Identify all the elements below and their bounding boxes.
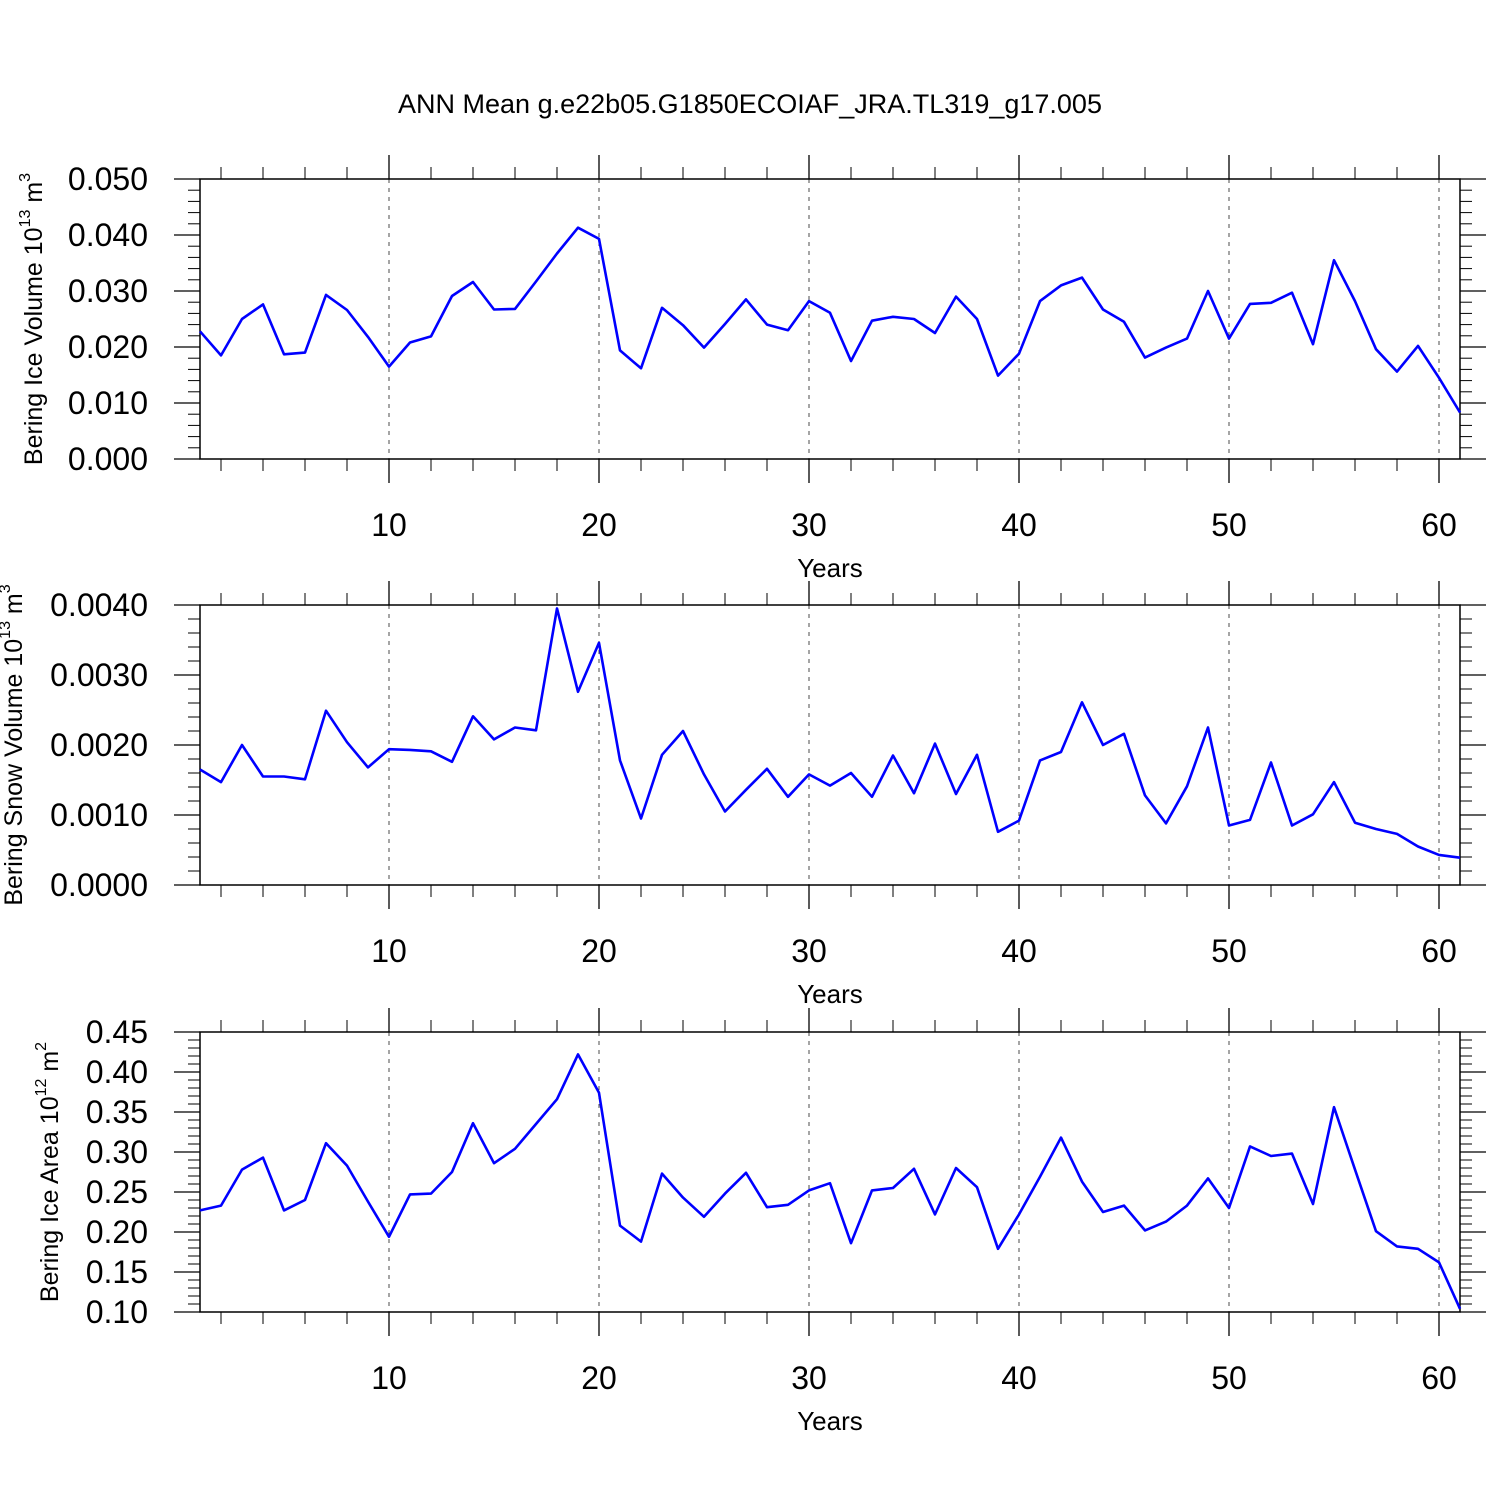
x-tick-label: 30 [791, 933, 827, 969]
y-tick-label: 0.35 [86, 1094, 148, 1130]
plot-frame [199, 178, 1461, 460]
y-tick-label: 0.040 [68, 217, 148, 253]
y-axis-label-unit: m [20, 182, 48, 210]
x-tick-label: 30 [791, 507, 827, 543]
plot-frame [199, 1031, 1461, 1313]
y-tick-label: 0.010 [68, 385, 148, 421]
y-axis-label-exponent: 13 [0, 621, 14, 639]
chart-panel-3: 10 20 30 40 50 60 0.10 0.15 0.20 0.25 0.30 0.35 0.40… [33, 1008, 1486, 1436]
y-axis-label-exponent: 13 [17, 210, 34, 228]
x-tick-label: 40 [1001, 933, 1037, 969]
chart-panel-1: 10 20 30 40 50 60 0.000 0.010 0.020 0.030 0.040 0.0… [17, 155, 1486, 583]
series-line [199, 607, 1461, 859]
x-tick-label: 30 [791, 1360, 827, 1396]
x-tick-label: 50 [1211, 507, 1247, 543]
x-tick-label: 20 [581, 507, 617, 543]
x-axis-label: Years [797, 1406, 863, 1436]
series-line [199, 226, 1462, 414]
y-axis-label-exponent: 12 [33, 1078, 50, 1096]
series-line [199, 1053, 1462, 1310]
y-axis-label-unit-exponent: 2 [33, 1042, 50, 1051]
x-tick-label: 60 [1421, 933, 1457, 969]
y-tick-label: 0.020 [68, 329, 148, 365]
x-tick-label: 60 [1421, 507, 1457, 543]
y-tick-label: 0.20 [86, 1214, 148, 1250]
y-tick-label: 0.030 [68, 273, 148, 309]
x-tick-label: 10 [371, 507, 407, 543]
y-tick-label: 0.40 [86, 1054, 148, 1090]
y-tick-label: 0.30 [86, 1134, 148, 1170]
y-axis-label-unit-exponent: 3 [0, 584, 14, 593]
y-axis-label-unit: m [0, 593, 28, 621]
x-axis-label: Years [797, 979, 863, 1009]
chart-panel-2: 10 20 30 40 50 60 0.0000 0.0010 0.0020 0.0030 0.00… [0, 581, 1486, 1009]
y-axis-label-unit-exponent: 3 [17, 173, 34, 182]
x-tick-label: 50 [1211, 933, 1247, 969]
x-tick-label: 50 [1211, 1360, 1247, 1396]
y-tick-label: 0.25 [86, 1174, 148, 1210]
y-axis-label-base: Bering Ice Volume 10 [20, 227, 48, 465]
y-axis-label-base: Bering Ice Area 10 [36, 1096, 64, 1302]
y-tick-label: 0.050 [68, 161, 148, 197]
y-axis-label: Bering Ice Volume 1013 m3 [17, 173, 48, 465]
x-tick-label: 20 [581, 1360, 617, 1396]
figure-title: ANN Mean g.e22b05.G1850ECOIAF_JRA.TL319_… [398, 89, 1102, 119]
x-tick-label: 60 [1421, 1360, 1457, 1396]
x-tick-label: 40 [1001, 507, 1037, 543]
y-tick-label: 0.0020 [50, 727, 148, 763]
y-tick-label: 0.0030 [50, 657, 148, 693]
y-tick-label: 0.10 [86, 1294, 148, 1330]
y-tick-label: 0.45 [86, 1014, 148, 1050]
y-axis-label: Bering Snow Volume 1013 m3 [0, 584, 28, 905]
x-tick-label: 10 [371, 1360, 407, 1396]
y-tick-label: 0.0010 [50, 797, 148, 833]
y-tick-label: 0.0000 [50, 867, 148, 903]
y-axis-label-unit: m [36, 1051, 64, 1079]
x-tick-label: 20 [581, 933, 617, 969]
y-tick-label: 0.15 [86, 1254, 148, 1290]
y-axis-label-base: Bering Snow Volume 10 [0, 639, 28, 906]
x-tick-label: 10 [371, 933, 407, 969]
y-tick-label: 0.0040 [50, 587, 148, 623]
y-tick-label: 0.000 [68, 441, 148, 477]
y-axis-label: Bering Ice Area 1012 m2 [33, 1042, 64, 1302]
x-axis-label: Years [797, 553, 863, 583]
x-tick-label: 40 [1001, 1360, 1037, 1396]
